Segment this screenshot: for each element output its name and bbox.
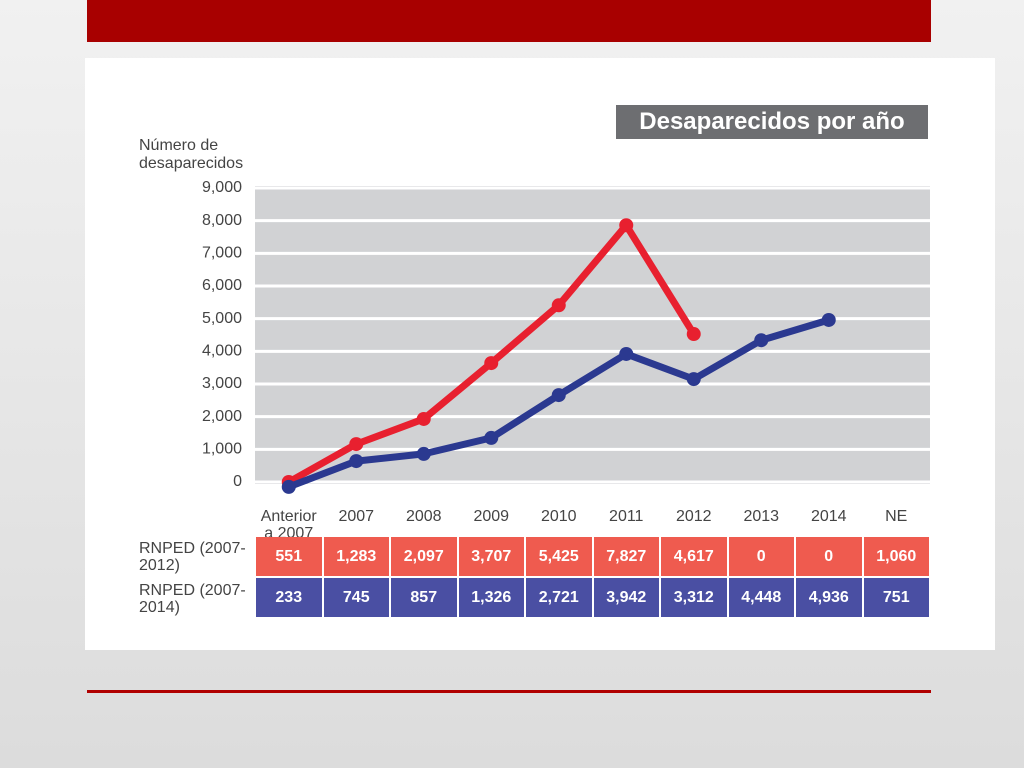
table-cell: 2,097 xyxy=(391,537,457,576)
table-cell: 4,617 xyxy=(661,537,727,576)
x-tick-label: 2012 xyxy=(675,508,712,525)
point xyxy=(416,446,431,461)
x-tick-label: 2010 xyxy=(540,508,577,525)
y-tick-label: 1,000 xyxy=(202,441,242,458)
table-cell: 3,942 xyxy=(593,578,659,617)
y-tick-label: 7,000 xyxy=(202,245,242,262)
table-cell: 1,060 xyxy=(863,537,929,576)
point xyxy=(416,411,431,426)
table-cell: 4,448 xyxy=(728,578,794,617)
x-tick-label: 2009 xyxy=(473,508,510,525)
point xyxy=(281,479,296,494)
table-cell: 751 xyxy=(863,578,929,617)
x-tick-label: 2014 xyxy=(810,508,847,525)
table-cell: 1,326 xyxy=(458,578,524,617)
table-cell: 551 xyxy=(256,537,322,576)
point xyxy=(754,333,769,348)
x-tick-label: 2013 xyxy=(743,508,780,525)
x-tick-label: 2011 xyxy=(609,508,644,525)
table-cell: 745 xyxy=(323,578,389,617)
point xyxy=(349,437,364,452)
point xyxy=(551,298,566,313)
y-tick-label: 3,000 xyxy=(202,375,242,392)
point xyxy=(619,218,634,233)
table-cell: 5,425 xyxy=(526,537,592,576)
point xyxy=(686,327,701,342)
x-tick-label: 2008 xyxy=(405,508,442,525)
table-cell: 3,312 xyxy=(661,578,727,617)
table-cell: 1,283 xyxy=(323,537,389,576)
table-cell: 2,721 xyxy=(526,578,592,617)
table-cell: 4,936 xyxy=(796,578,862,617)
table-cell: 7,827 xyxy=(593,537,659,576)
point xyxy=(484,356,499,371)
y-tick-label: 9,000 xyxy=(202,179,242,196)
y-tick-label: 2,000 xyxy=(202,408,242,425)
top-bar xyxy=(87,0,931,42)
row-label: RNPED (2007-2012) xyxy=(139,540,246,574)
table-cell: 233 xyxy=(256,578,322,617)
row-label: RNPED (2007-2014) xyxy=(139,582,246,616)
table-cell: 857 xyxy=(391,578,457,617)
y-tick-label: 8,000 xyxy=(202,212,242,229)
table-cell: 0 xyxy=(728,537,794,576)
point xyxy=(349,454,364,469)
x-tick-label: 2007 xyxy=(338,508,375,525)
point xyxy=(551,388,566,403)
point xyxy=(686,372,701,387)
y-axis-label: Número de desaparecidos xyxy=(139,137,244,172)
point xyxy=(821,312,836,327)
point xyxy=(619,346,634,361)
chart-title: Desaparecidos por año xyxy=(616,105,928,139)
table-cell: 0 xyxy=(796,537,862,576)
x-tick-label: NE xyxy=(885,508,908,525)
point xyxy=(484,430,499,445)
bottom-line xyxy=(87,690,931,693)
y-tick-label: 0 xyxy=(233,473,242,490)
table-cell: 3,707 xyxy=(458,537,524,576)
y-tick-label: 5,000 xyxy=(202,310,242,327)
y-tick-label: 4,000 xyxy=(202,343,242,360)
plot-area xyxy=(255,186,930,484)
y-tick-label: 6,000 xyxy=(202,277,242,294)
